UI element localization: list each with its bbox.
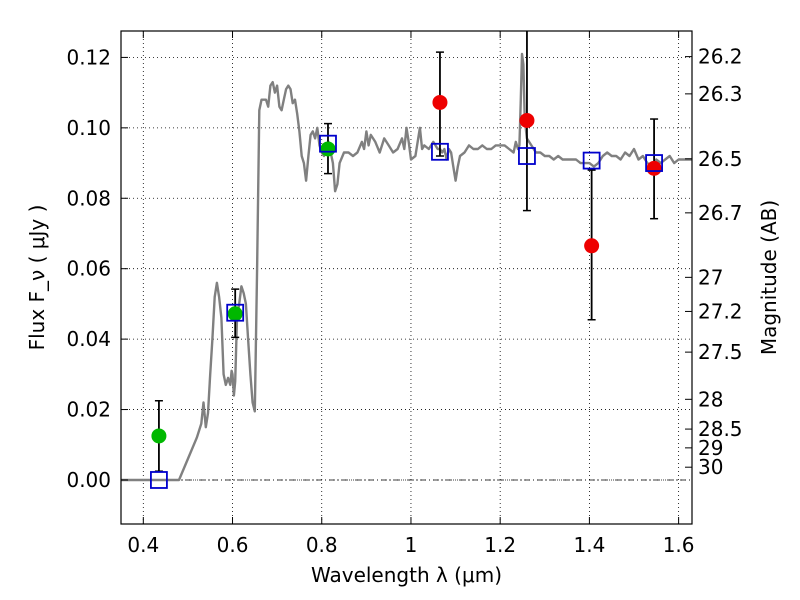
model-box-point — [518, 147, 536, 165]
model-box-point — [582, 151, 601, 170]
x-axis-label: Wavelength λ (μm) — [311, 563, 502, 587]
model-box-point — [226, 303, 245, 322]
green-data-point — [320, 141, 336, 157]
data-markers — [150, 94, 663, 489]
y-tick-label: 0.06 — [66, 257, 111, 281]
right-axis-label: Magnitude (AB) — [757, 200, 781, 355]
y-tick-label: 0.12 — [66, 45, 111, 69]
red-data-point — [646, 160, 662, 176]
y-tick-label: 0.08 — [66, 186, 111, 210]
right-tick-label: 27.5 — [698, 340, 743, 364]
right-tick-label: 27.2 — [698, 299, 743, 323]
y-tick-label: 0.02 — [66, 398, 111, 422]
y-axis-ticks: 0.00 0.02 0.04 0.06 0.08 0.10 0.12 — [66, 45, 128, 492]
green-data-point — [151, 428, 167, 444]
right-tick-label: 26.7 — [698, 201, 743, 225]
right-tick-label: 28 — [698, 387, 723, 411]
x-axis-ticks: 0.4 0.6 0.8 1 1.2 1.4 1.6 — [127, 31, 695, 557]
right-tick-label: 29 — [698, 436, 723, 460]
grid — [121, 31, 692, 524]
template-spectrum-line — [121, 52, 692, 482]
error-bars — [154, 31, 659, 472]
model-box-point — [431, 142, 449, 161]
y-axis-label: Flux F_ν ( μJy ) — [25, 205, 49, 351]
x-tick-label: 0.6 — [217, 533, 249, 557]
x-tick-label: 0.8 — [306, 533, 338, 557]
y-tick-label: 0.10 — [66, 116, 111, 140]
x-tick-label: 0.4 — [127, 533, 159, 557]
model-box-point — [150, 471, 168, 489]
red-data-point — [584, 238, 600, 254]
right-tick-label: 28.5 — [698, 417, 743, 441]
right-tick-label: 26.5 — [698, 147, 743, 171]
plot-frame — [120, 30, 693, 525]
x-tick-label: 1.4 — [573, 533, 605, 557]
x-tick-label: 1 — [405, 533, 418, 557]
red-data-point — [519, 112, 535, 128]
y-tick-label: 0.00 — [66, 468, 111, 492]
model-box-point — [645, 154, 663, 172]
green-data-point — [227, 306, 243, 322]
model-box-point — [319, 134, 337, 153]
red-data-point — [432, 94, 448, 110]
right-tick-label: 26.2 — [698, 45, 743, 69]
x-tick-label: 1.6 — [663, 533, 695, 557]
y-tick-label: 0.04 — [66, 327, 111, 351]
right-tick-label: 30 — [698, 455, 723, 479]
right-tick-label: 26.3 — [698, 82, 743, 106]
template-spectrum — [121, 52, 692, 482]
x-tick-label: 1.2 — [484, 533, 516, 557]
right-tick-label: 27 — [698, 265, 723, 289]
